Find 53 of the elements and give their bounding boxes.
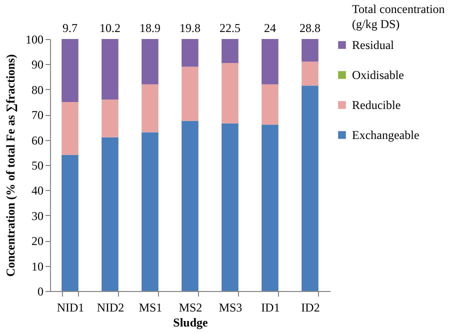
y-axis-title: Concentration (% of total Fe as ∑fractions) <box>4 54 18 277</box>
x-tick-label: NID2 <box>96 300 124 314</box>
bar <box>262 39 278 84</box>
text: 24 <box>264 21 276 35</box>
y-tick-label: 50 <box>32 158 44 172</box>
x-tick-label: ID2 <box>301 300 320 314</box>
legend-label: Reducible <box>352 98 401 112</box>
text: 18.9 <box>140 21 160 35</box>
bar <box>62 102 78 155</box>
y-tick-label: 90 <box>32 58 44 72</box>
bar <box>302 86 318 291</box>
bar <box>182 66 198 121</box>
bar <box>302 39 318 62</box>
text: Total concentration (g/kg DS) <box>352 2 446 32</box>
bar <box>262 84 278 125</box>
y-tick-label: 100 <box>26 32 44 46</box>
bar <box>142 132 158 291</box>
x-tick-label: MS1 <box>138 300 162 314</box>
x-tick-label: MS3 <box>218 300 242 314</box>
bar <box>222 62 238 124</box>
legend-label: Exchangeable <box>352 128 420 142</box>
x-tick-label: NID1 <box>56 300 84 314</box>
bar <box>302 62 318 86</box>
bar <box>62 154 78 291</box>
x-tick-label: MS2 <box>178 300 202 314</box>
bar <box>102 137 118 291</box>
bar <box>142 84 158 132</box>
text: 9.7 <box>62 21 78 35</box>
bar <box>62 39 78 102</box>
y-tick-label: 10 <box>32 259 44 274</box>
bar <box>182 39 198 67</box>
y-tick-label: 30 <box>32 208 44 223</box>
text: 19.8 <box>180 21 200 35</box>
text: 10.2 <box>100 21 120 35</box>
bar <box>182 120 198 291</box>
bar <box>142 39 158 84</box>
y-tick-label: 60 <box>32 133 44 148</box>
legend-label: Oxidisable <box>352 68 404 82</box>
y-tick-label: 40 <box>32 184 44 198</box>
y-tick-label: 20 <box>32 234 44 248</box>
y-tick-label: 70 <box>32 108 44 122</box>
x-tick-label: ID1 <box>261 300 280 314</box>
legend-label: Residual <box>352 38 395 52</box>
bar <box>102 39 118 100</box>
bar <box>262 124 278 291</box>
y-tick-label: 0 <box>38 284 44 298</box>
bar <box>222 123 238 291</box>
text: 22.5 <box>220 21 240 35</box>
y-tick-label: 80 <box>32 82 44 97</box>
text: 28.8 <box>300 21 320 35</box>
bar <box>102 99 118 138</box>
bar <box>222 39 238 63</box>
x-axis-title: Sludge <box>173 316 209 330</box>
